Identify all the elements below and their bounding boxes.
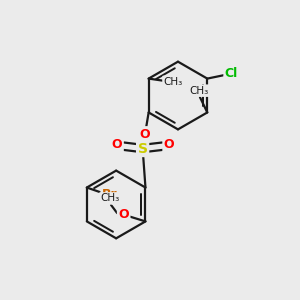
Text: O: O: [112, 139, 122, 152]
Text: O: O: [118, 208, 129, 221]
Text: Cl: Cl: [225, 68, 238, 80]
Text: CH₃: CH₃: [100, 194, 119, 203]
Text: Br: Br: [102, 188, 118, 201]
Text: CH₃: CH₃: [164, 77, 183, 87]
Text: O: O: [140, 128, 150, 141]
Text: S: S: [138, 142, 148, 155]
Text: CH₃: CH₃: [190, 86, 209, 96]
Text: O: O: [164, 139, 175, 152]
